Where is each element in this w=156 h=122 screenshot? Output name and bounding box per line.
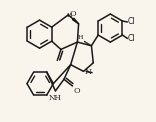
Text: Cl: Cl [128, 17, 136, 26]
Polygon shape [73, 18, 79, 24]
Text: H: H [78, 35, 83, 40]
Text: N: N [84, 68, 91, 76]
Text: O: O [70, 10, 76, 18]
Text: O: O [73, 87, 80, 95]
Text: NH: NH [48, 94, 61, 102]
Text: Cl: Cl [128, 34, 136, 43]
Text: H: H [66, 13, 72, 18]
